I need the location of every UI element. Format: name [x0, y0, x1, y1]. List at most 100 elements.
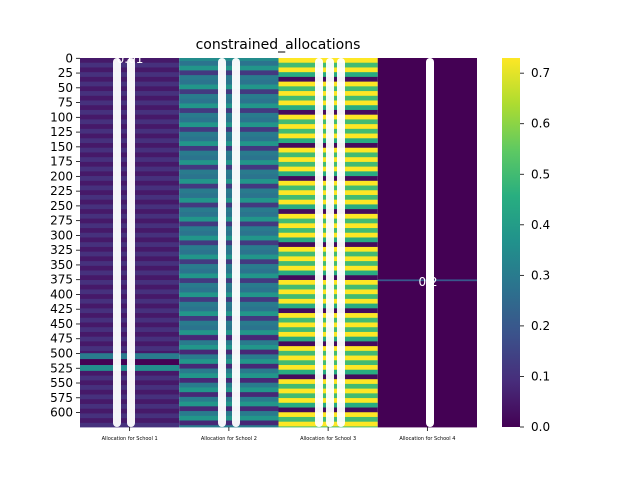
cell-annotations: 0.01 0.2 — [113, 52, 438, 427]
y-tick-label: 50 — [58, 81, 73, 95]
heatmap-cell — [179, 117, 279, 123]
colorbar-tick-label: 0.6 — [531, 117, 550, 131]
y-tick-label: 525 — [50, 361, 73, 375]
heatmap-cell — [179, 89, 279, 95]
heatmap-cell — [179, 420, 279, 426]
heatmap-cell — [179, 60, 279, 67]
heatmap-cell — [179, 264, 279, 270]
heatmap-cell — [179, 136, 279, 142]
annotation-overlap — [127, 58, 135, 427]
heatmap-cell — [179, 84, 279, 90]
y-tick-label: 75 — [58, 96, 73, 110]
annotation-overlap — [218, 58, 226, 427]
heatmap-cell — [179, 193, 279, 199]
heatmap-cell — [179, 160, 279, 166]
heatmap-cell — [179, 202, 279, 208]
heatmap-cell — [179, 273, 279, 279]
heatmap-cell — [179, 287, 279, 293]
y-tick-label: 450 — [50, 317, 73, 331]
heatmap-cell — [179, 122, 279, 128]
heatmap-cell — [179, 183, 279, 189]
heatmap-cell — [179, 79, 279, 85]
heatmap-cell — [179, 240, 279, 246]
heatmap-cell — [179, 131, 279, 137]
y-tick-label: 150 — [50, 140, 73, 154]
x-tick-label: Allocation for School 3 — [300, 436, 356, 442]
heatmap-cell — [179, 334, 279, 336]
cell-annotation: 0.01 — [117, 52, 144, 66]
y-tick-label: 275 — [50, 214, 73, 228]
heatmap-cell — [179, 188, 279, 194]
y-tick-label: 475 — [50, 332, 73, 346]
annotation-overlap — [232, 58, 240, 427]
heatmap-cell — [179, 382, 279, 388]
heatmap-cell — [179, 340, 279, 346]
annotation-overlap — [337, 58, 345, 427]
heatmap-cell — [179, 197, 279, 204]
heatmap-cell — [278, 426, 378, 428]
heatmap-cell — [179, 330, 279, 336]
y-tick-label: 325 — [50, 243, 73, 257]
heatmap-cell — [179, 216, 279, 222]
y-axis: 0255075100125150175200225250275300325350… — [50, 51, 80, 420]
colorbar-tick-label: 0.1 — [531, 369, 550, 383]
heatmap-cell — [179, 155, 279, 161]
heatmap-cell — [179, 249, 279, 255]
x-axis: Allocation for School 1 Allocation for Sc… — [102, 427, 455, 442]
heatmap-cell — [179, 396, 279, 403]
annotation-overlap — [426, 58, 434, 427]
heatmap-cell — [179, 401, 279, 407]
y-tick-label: 0 — [65, 51, 73, 65]
heatmap-cell — [179, 174, 279, 180]
heatmap-cell — [179, 354, 279, 360]
heatmap-cell — [179, 58, 279, 62]
x-tick-label: Allocation for School 4 — [399, 436, 455, 442]
x-tick-label: Allocation for School 2 — [201, 436, 257, 442]
annotation-overlap — [315, 58, 323, 427]
heatmap-cell — [179, 406, 279, 412]
heatmap-cell — [179, 230, 279, 237]
heatmap-cell — [179, 344, 279, 351]
heatmap-cell — [179, 415, 279, 421]
heatmap-cell — [179, 301, 279, 307]
colorbar-tick-label: 0.2 — [531, 319, 550, 333]
heatmap-cell — [179, 387, 279, 393]
y-tick-label: 25 — [58, 66, 73, 80]
heatmap-cells — [80, 58, 477, 428]
y-tick-label: 225 — [50, 184, 73, 198]
heatmap-cell — [179, 297, 279, 303]
heatmap-cell — [179, 311, 279, 317]
heatmap-cell — [179, 349, 279, 355]
y-tick-label: 600 — [50, 406, 73, 420]
colorbar-tick-label: 0.4 — [531, 218, 550, 232]
annotation-overlap — [326, 58, 334, 427]
heatmap-cell — [179, 70, 279, 76]
colorbar-axis: 0.0 0.1 0.2 0.3 0.4 0.5 0.6 0.7 — [520, 66, 550, 434]
heatmap-cell — [179, 245, 279, 251]
heatmap-cell — [179, 306, 279, 312]
colorbar-tick-label: 0.5 — [531, 167, 550, 181]
y-tick-label: 550 — [50, 376, 73, 390]
annotation-overlap — [113, 58, 121, 427]
heatmap-cell — [179, 363, 279, 369]
y-tick-label: 250 — [50, 199, 73, 213]
heatmap-cell — [179, 221, 279, 227]
y-tick-label: 100 — [50, 110, 73, 124]
heatmap-cell — [179, 150, 279, 156]
heatmap-cell — [179, 164, 279, 170]
heatmap-cell — [179, 411, 279, 417]
y-tick-label: 175 — [50, 155, 73, 169]
y-tick-label: 200 — [50, 169, 73, 183]
colorbar-tick-label: 0.7 — [531, 66, 550, 80]
y-tick-label: 575 — [50, 391, 73, 405]
heatmap-cell — [179, 112, 279, 119]
heatmap-cell — [179, 127, 279, 133]
heatmap-cell — [179, 207, 279, 213]
heatmap-cell — [179, 145, 279, 152]
heatmap-cell — [179, 94, 279, 100]
heatmap-cell — [179, 278, 279, 284]
heatmap-cell — [179, 108, 279, 114]
heatmap-cell — [179, 141, 279, 147]
y-tick-label: 500 — [50, 346, 73, 360]
